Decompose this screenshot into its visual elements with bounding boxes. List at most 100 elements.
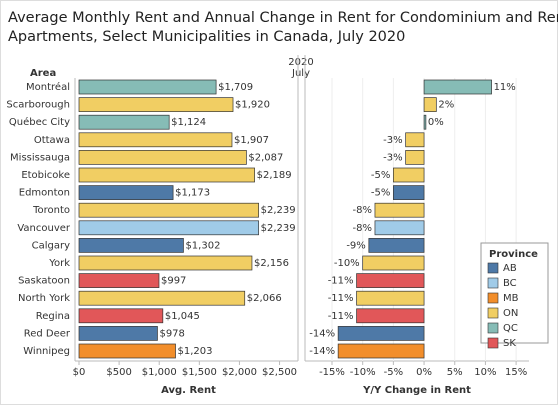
chart-title: Average Monthly Rent and Annual Change i…	[8, 10, 558, 45]
category-label: Vancouver	[17, 223, 71, 234]
x-tick-label: 10%	[474, 367, 496, 378]
bar	[78, 308, 164, 324]
bar	[78, 273, 160, 288]
column-header: 2020	[288, 57, 313, 68]
bar	[78, 132, 233, 148]
bar	[356, 308, 425, 324]
legend-swatch	[487, 337, 499, 349]
value-label: 2%	[438, 100, 454, 111]
bar	[368, 238, 425, 253]
value-label: $2,156	[254, 258, 289, 269]
value-label: 0%	[428, 117, 444, 128]
category-label: Ottawa	[34, 135, 70, 146]
bar	[78, 343, 176, 359]
bar	[78, 185, 174, 200]
title-line: Apartments, Select Municipalities in Can…	[8, 29, 405, 45]
category-label: Red Deer	[24, 328, 71, 339]
value-label: -8%	[352, 205, 371, 216]
bar	[78, 238, 184, 253]
value-label: $978	[159, 328, 184, 339]
value-label: $1,302	[185, 240, 220, 251]
category-label: Scarborough	[6, 100, 70, 111]
bar	[78, 202, 259, 218]
legend-swatch	[487, 307, 499, 319]
category-label: Etobicoke	[21, 170, 70, 181]
bar	[374, 202, 425, 218]
value-label: -5%	[371, 188, 390, 199]
value-label: $2,087	[248, 152, 283, 163]
value-label: -10%	[334, 258, 360, 269]
category-label: Mississauga	[10, 152, 70, 163]
x-tick-label: $1,000	[142, 367, 177, 378]
category-label: North York	[18, 293, 70, 304]
x-axis-label: Avg. Rent	[161, 385, 216, 396]
value-label: $1,203	[178, 346, 213, 357]
title-line: Average Monthly Rent and Annual Change i…	[8, 10, 558, 26]
bar	[78, 97, 234, 112]
value-label: -9%	[346, 240, 365, 251]
bar	[337, 326, 425, 341]
category-label: Calgary	[32, 240, 70, 251]
value-label: -5%	[371, 170, 390, 181]
bar	[78, 290, 246, 306]
legend-swatch	[487, 322, 499, 334]
bar	[362, 255, 425, 271]
value-label: $1,173	[175, 188, 210, 199]
x-tick-label: -15%	[319, 367, 345, 378]
column-header: July	[291, 68, 310, 79]
value-label: $1,920	[235, 100, 270, 111]
x-tick-label: $0	[73, 367, 86, 378]
x-tick-label: $500	[106, 367, 131, 378]
x-tick-label: -10%	[350, 367, 376, 378]
value-label: -11%	[328, 276, 354, 287]
bar	[393, 167, 425, 183]
value-label: $2,066	[247, 293, 282, 304]
legend-swatch	[487, 277, 499, 289]
bar	[78, 79, 217, 95]
bar	[405, 150, 425, 165]
bar	[78, 255, 253, 271]
bar	[78, 167, 255, 183]
row-header: Area	[30, 68, 56, 79]
category-label: Edmonton	[19, 188, 70, 199]
category-label: Regina	[36, 311, 70, 322]
category-label: Montréal	[26, 81, 70, 93]
legend-label: BC	[503, 278, 517, 289]
category-label: Toronto	[32, 205, 70, 216]
x-axis-label: Y/Y Change in Rent	[362, 385, 471, 396]
bar	[78, 150, 247, 165]
x-tick-label: 5%	[447, 367, 463, 378]
value-label: $1,124	[171, 117, 206, 128]
value-label: -14%	[309, 328, 335, 339]
value-label: $2,239	[261, 223, 296, 234]
bar	[78, 114, 170, 130]
legend-swatch	[487, 292, 499, 304]
category-label: York	[48, 258, 70, 269]
value-label: $2,189	[257, 170, 292, 181]
value-label: $1,907	[234, 135, 269, 146]
x-tick-label: $2,500	[262, 367, 297, 378]
legend-label: SK	[503, 338, 516, 349]
value-label: -11%	[328, 311, 354, 322]
bar	[78, 326, 158, 341]
legend-swatch	[487, 262, 499, 274]
x-tick-label: $1,500	[182, 367, 217, 378]
x-tick-label: 0%	[416, 367, 432, 378]
value-label: $2,239	[261, 205, 296, 216]
category-label: Winnipeg	[23, 346, 70, 357]
value-label: -3%	[383, 135, 402, 146]
value-label: -14%	[309, 346, 335, 357]
x-tick-label: $2,000	[222, 367, 257, 378]
bar	[374, 220, 425, 236]
value-label: 11%	[494, 82, 516, 93]
value-label: -11%	[328, 293, 354, 304]
value-label: $1,045	[165, 311, 200, 322]
bar	[423, 79, 492, 95]
bar	[423, 97, 437, 112]
bar	[356, 290, 425, 306]
category-label: Québec City	[9, 116, 70, 128]
bar	[356, 273, 425, 288]
value-label: $1,709	[218, 82, 253, 93]
value-label: -3%	[383, 152, 402, 163]
